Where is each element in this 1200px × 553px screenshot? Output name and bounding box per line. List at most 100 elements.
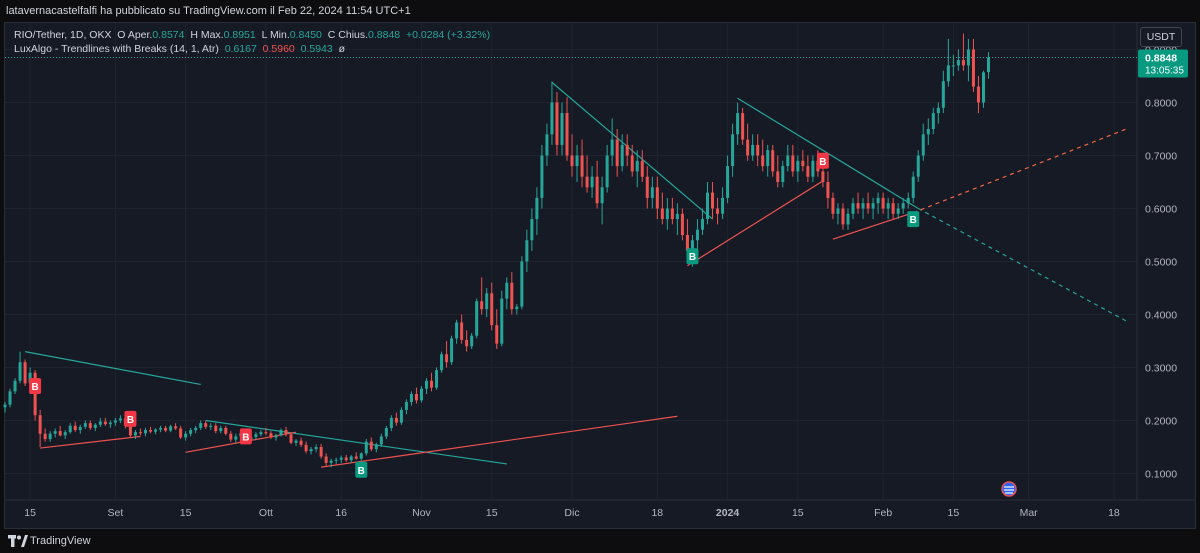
candle bbox=[660, 192, 664, 225]
chart-panel[interactable] bbox=[4, 22, 1196, 529]
candle bbox=[219, 425, 223, 434]
last-price-tag bbox=[1138, 49, 1188, 78]
candle-body bbox=[284, 430, 288, 435]
price-axis[interactable]: 0.90000.80000.70000.60000.50000.40000.30… bbox=[1145, 45, 1177, 481]
candle bbox=[520, 256, 524, 310]
candle bbox=[314, 444, 318, 453]
candle bbox=[184, 431, 188, 441]
candle-body bbox=[565, 113, 569, 156]
candle bbox=[620, 134, 624, 172]
candle bbox=[450, 335, 454, 365]
candle-body bbox=[259, 432, 263, 435]
candle bbox=[906, 192, 910, 209]
candle bbox=[430, 372, 434, 392]
candle-body bbox=[690, 240, 694, 251]
x-tick-label: Dic bbox=[564, 507, 579, 519]
candle-body bbox=[294, 440, 298, 443]
x-tick-label: 18 bbox=[1108, 507, 1120, 519]
candle-body bbox=[304, 444, 308, 452]
candle-body bbox=[936, 107, 940, 114]
candle bbox=[670, 197, 674, 225]
candle-body bbox=[931, 113, 935, 129]
candle-body bbox=[419, 388, 423, 401]
candle-body bbox=[43, 433, 47, 440]
upper-projection-line bbox=[917, 207, 1130, 323]
countdown-label: 13:05:35 bbox=[1145, 66, 1184, 77]
candle bbox=[435, 367, 439, 390]
candle bbox=[901, 197, 905, 214]
candle bbox=[695, 219, 699, 251]
indicator-value-3: 0.5943 bbox=[300, 43, 333, 55]
candle bbox=[339, 455, 343, 463]
candle bbox=[986, 52, 991, 79]
time-axis[interactable]: 15 Set 15 Ott 16 Nov 15 Dic 18 2024 15 Feb 15 Mar 18 bbox=[24, 507, 1120, 519]
candle-body bbox=[334, 459, 338, 461]
candle bbox=[705, 182, 710, 225]
currency-button[interactable]: USDT bbox=[1140, 27, 1182, 47]
candle-body bbox=[404, 401, 408, 410]
candle bbox=[655, 176, 659, 220]
candle-body bbox=[440, 354, 444, 371]
candle-body bbox=[289, 434, 293, 443]
candle-body bbox=[640, 160, 644, 177]
candle bbox=[495, 309, 499, 349]
us-flag-icon[interactable] bbox=[1001, 481, 1017, 497]
candle bbox=[746, 123, 750, 161]
candle bbox=[871, 197, 875, 220]
break-marker-label: B bbox=[242, 432, 249, 443]
candle bbox=[525, 229, 529, 273]
candle-body bbox=[655, 187, 659, 209]
candle bbox=[981, 70, 985, 108]
lower-projection-line bbox=[913, 127, 1130, 214]
candle-body bbox=[73, 425, 77, 431]
candle-body bbox=[645, 176, 649, 198]
candle bbox=[149, 426, 153, 434]
candle-body bbox=[575, 155, 579, 167]
candle-body bbox=[555, 102, 559, 145]
candle-body bbox=[851, 203, 855, 214]
candle-body bbox=[23, 362, 27, 384]
candle-body bbox=[801, 160, 805, 167]
candle-body bbox=[610, 139, 614, 156]
candle-body bbox=[650, 187, 654, 198]
indicator-name[interactable]: LuxAlgo - Trendlines with Breaks (14, 1,… bbox=[14, 43, 219, 55]
candle bbox=[841, 203, 845, 230]
upper-trendline bbox=[205, 419, 507, 465]
candle bbox=[118, 415, 122, 424]
symbol-label[interactable]: RIO/Tether, 1D, OKX bbox=[14, 29, 112, 41]
y-tick-label: 0.7000 bbox=[1145, 151, 1177, 163]
candle-body bbox=[465, 339, 469, 347]
candle bbox=[490, 282, 494, 331]
candle bbox=[505, 277, 509, 310]
candle bbox=[776, 155, 780, 188]
candle-body bbox=[133, 432, 137, 436]
candle bbox=[103, 417, 107, 426]
open-label: O bbox=[117, 29, 126, 41]
candle bbox=[344, 454, 348, 462]
candle bbox=[13, 378, 17, 394]
candle-body bbox=[685, 235, 689, 251]
candle bbox=[164, 425, 168, 433]
candle bbox=[771, 144, 775, 177]
indicator-value-2: 0.5960 bbox=[262, 43, 295, 55]
candle-body bbox=[981, 72, 985, 103]
candle-body bbox=[861, 203, 865, 209]
candle-body bbox=[209, 425, 213, 427]
candle bbox=[169, 424, 173, 433]
candle bbox=[811, 155, 815, 182]
candle-body bbox=[224, 427, 228, 434]
candle-body bbox=[505, 282, 509, 299]
x-tick-label: 15 bbox=[486, 507, 498, 519]
candle-body bbox=[424, 380, 429, 389]
candle bbox=[485, 288, 489, 318]
candle bbox=[580, 139, 584, 188]
candle bbox=[630, 144, 634, 177]
candle bbox=[475, 298, 479, 339]
break-marker-label: B bbox=[358, 466, 365, 477]
candle-body bbox=[680, 213, 684, 235]
candle bbox=[791, 144, 795, 177]
x-tick-label: Nov bbox=[412, 507, 431, 519]
bear-break-marker: B bbox=[816, 152, 829, 169]
y-tick-label: 0.6000 bbox=[1145, 204, 1177, 216]
